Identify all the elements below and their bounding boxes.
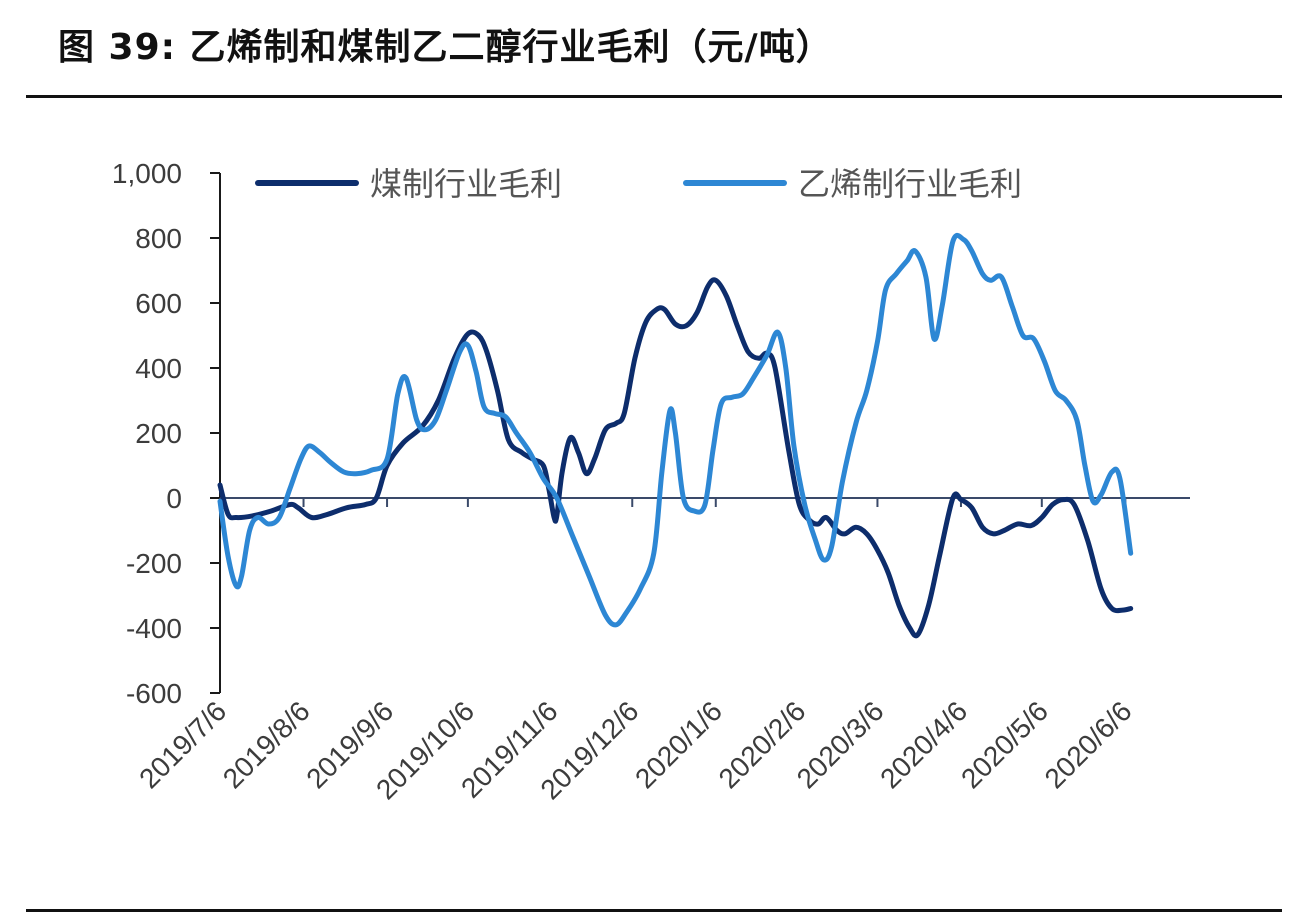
- y-tick-label: 600: [135, 288, 182, 319]
- legend-label-1: 煤制行业毛利: [370, 165, 562, 203]
- y-tick-label: 400: [135, 353, 182, 384]
- y-tick-label: -400: [126, 613, 182, 644]
- x-axis: 2019/7/62019/8/62019/9/62019/10/62019/11…: [133, 497, 1190, 805]
- x-tick-label: 2020/5/6: [955, 695, 1054, 794]
- y-tick-label: -600: [126, 678, 182, 709]
- figure-title: 图 39: 乙烯制和煤制乙二醇行业毛利（元/吨）: [58, 27, 833, 68]
- legend: 煤制行业毛利 乙烯制行业毛利: [255, 165, 1022, 203]
- top-divider: [26, 95, 1282, 98]
- y-tick-label: 0: [166, 483, 182, 514]
- y-tick-label: -200: [126, 548, 182, 579]
- series-line-1: [217, 277, 1134, 639]
- x-tick-label: 2020/4/6: [874, 695, 973, 794]
- x-tick-label: 2020/1/6: [629, 695, 728, 794]
- y-tick-label: 800: [135, 223, 182, 254]
- y-axis: 1,000 800 600 400 200 0 -200 -400 -600: [112, 158, 221, 709]
- series-layer: [217, 232, 1134, 639]
- bottom-divider: [26, 909, 1282, 912]
- y-tick-label: 1,000: [112, 158, 182, 189]
- series-line-2: [217, 232, 1134, 628]
- x-tick-label: 2020/6/6: [1039, 695, 1138, 794]
- x-tick-label: 2019/8/6: [217, 695, 316, 794]
- x-tick-label: 2020/3/6: [791, 695, 890, 794]
- x-tick-label: 2019/7/6: [133, 695, 232, 794]
- y-tick-label: 200: [135, 418, 182, 449]
- legend-label-2: 乙烯制行业毛利: [798, 165, 1022, 203]
